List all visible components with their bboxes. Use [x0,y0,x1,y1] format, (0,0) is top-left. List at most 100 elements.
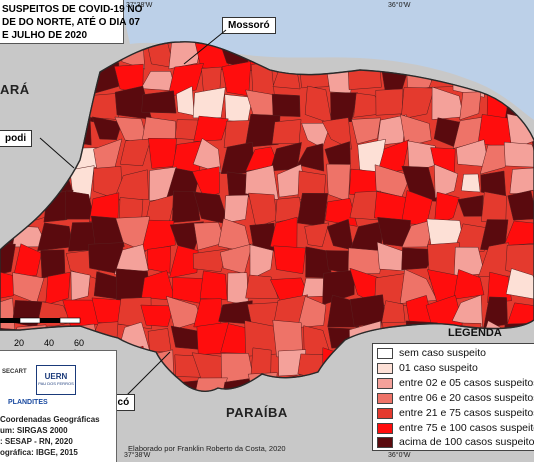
label-ceara: ARÁ [0,82,30,97]
credit-line-4: ográfica: IBGE, 2015 [0,448,78,457]
logo-uern: UERN PAU DOS FERROS [36,365,76,395]
municipality-patch [503,141,534,168]
municipality-patch [168,41,203,70]
municipality-patch [273,245,306,275]
legend-title: LEGENDA [448,327,502,339]
legend-label: entre 02 e 05 casos suspeitos [399,377,534,389]
legend-swatch [377,407,393,419]
legend-swatch [377,377,393,389]
legend-swatch [377,436,393,448]
municipality-patch [304,222,330,248]
municipality-patch [487,271,512,304]
municipality-patch [461,173,481,193]
legend-item: 01 caso suspeito [377,362,478,378]
logo-plandites: PLANDITES [8,399,48,406]
municipality-patch [347,247,384,275]
municipality-patch [115,216,150,253]
legend-swatch [377,392,393,404]
municipality-patch [271,93,301,117]
legend-item: entre 02 e 05 casos suspeitos [377,377,534,393]
legend-item: entre 21 e 75 casos suspeitos [377,407,534,423]
credits-text: Coordenadas Geográficas um: SIRGAS 2000 … [0,414,100,458]
municipality-patch [91,116,123,141]
state-border [0,41,534,392]
title-line-3: E JULHO DE 2020 [2,30,88,41]
municipality-patch [147,245,171,274]
legend-swatch [377,362,393,374]
credit-line-2: um: SIRGAS 2000 [0,426,68,435]
coord-bottom-left: 37°38'W [124,452,151,459]
municipality-patch [453,269,485,300]
legend-item: sem caso suspeito [377,347,486,363]
municipality-patch [13,243,42,278]
municipality-patch [192,248,229,273]
municipality-patch [400,87,435,120]
municipality-patch [434,163,459,199]
municipality-patch [114,244,149,275]
municipality-patch [193,115,229,142]
municipality-patch [70,270,91,301]
legend-swatch [377,347,393,359]
municipality-patch [325,198,358,227]
municipality-patch [321,117,352,150]
municipality-patch [0,268,21,302]
municipality-patch [69,165,95,200]
municipality-patch [249,244,274,280]
legend-label: 01 caso suspeito [399,362,478,374]
municipality-patch [224,194,249,224]
credits-panel: SECART UERN PAU DOS FERROS PLANDITES [0,350,117,462]
municipality-patch [192,87,226,119]
municipality-patch [459,91,482,121]
legend-label: sem caso suspeito [399,347,486,359]
municipality-patch [192,377,228,392]
municipality-patch [141,90,177,114]
municipality-patch [322,269,355,306]
scale-tick-40: 40 [44,338,55,348]
coord-top-right: 36°0'W [388,2,411,9]
scale-tick-20: 20 [14,338,25,348]
legend-label: entre 06 e 20 casos suspeitos [399,392,534,404]
municipality-patch [507,189,534,221]
municipality-patch [434,191,460,227]
municipality-patch [400,114,432,148]
label-paraiba: PARAÍBA [226,405,288,420]
municipality-patch [324,141,351,168]
municipality-patch [169,245,199,279]
credit-line-1: Coordenadas Geográficas [0,415,100,424]
municipality-patch [505,268,534,301]
municipality-patch [119,138,152,167]
municipality-patch [141,219,176,252]
coord-top-left: 37°38'W [126,2,153,9]
municipality-patch [45,271,71,306]
logo-uern-text: UERN [44,372,68,381]
label-mossoro: Mossoró [222,17,276,34]
municipality-patch [296,143,325,172]
credit-line-3: : SESAP - RN, 2020 [0,437,73,446]
legend-swatch [377,422,393,434]
municipality-patch [503,220,534,247]
municipality-patch [140,304,175,327]
municipality-patch [509,167,534,194]
municipality-patch [330,92,359,123]
legend-label: acima de 100 casos suspeitos [399,436,534,448]
municipality-patch [451,294,483,328]
municipality-patch [192,166,220,199]
coord-bottom-right: 36°0'W [388,452,411,459]
logo-uern-sub: PAU DOS FERROS [38,381,74,386]
elaborado-por: Elaborado por Franklin Roberto da Costa,… [128,444,286,453]
municipality-patch [167,63,204,98]
label-apodi: podi [0,130,33,147]
legend-box: sem caso suspeito 01 caso suspeito entre… [372,343,534,451]
municipality-patch [297,296,327,328]
legend-label: entre 21 e 75 casos suspeitos [399,407,534,419]
municipality-patch [351,117,381,145]
legend-item: acima de 100 casos suspeitos [377,436,534,452]
municipality-patch [245,274,279,299]
logo-secart: SECART [2,369,27,375]
legend-label: entre 75 e 100 casos suspeitos [399,422,534,434]
legend-item: entre 75 e 100 casos suspeitos [377,422,534,438]
municipality-patch [113,169,149,200]
title-line-1: SUSPEITOS DE COVID-19 NO [2,4,143,15]
